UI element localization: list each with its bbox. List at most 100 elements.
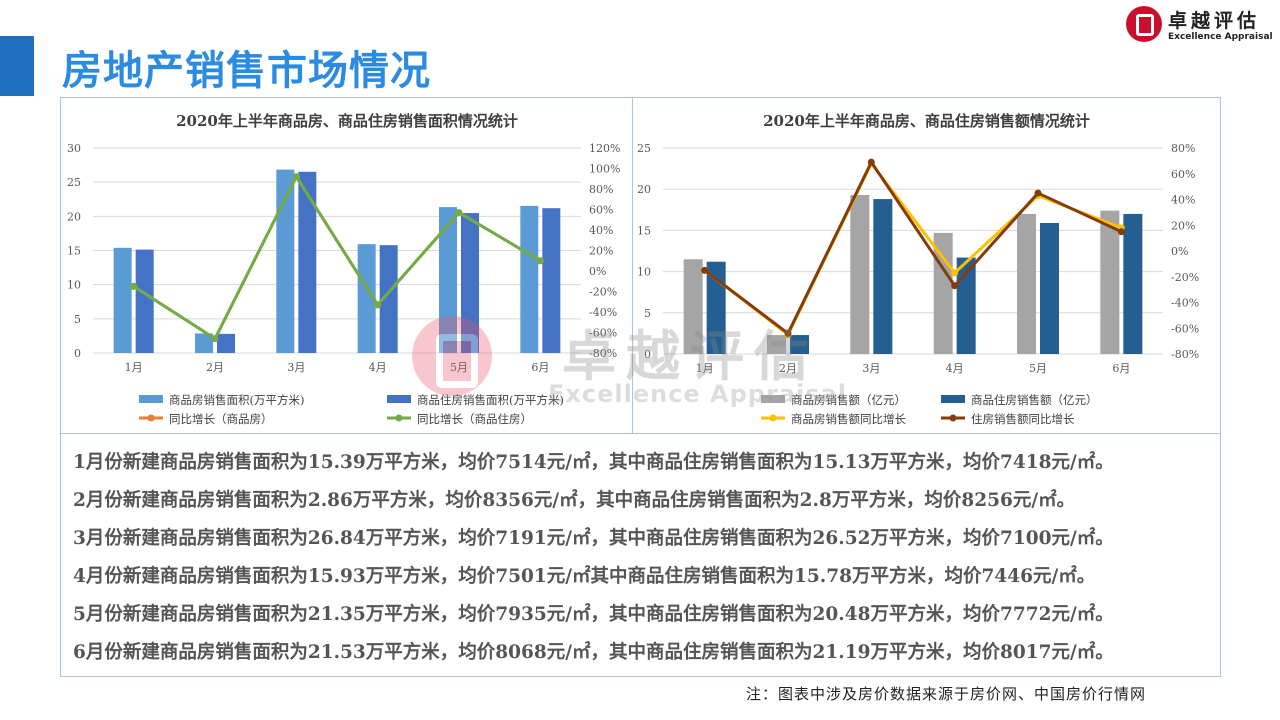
y2-tick-label: -40%	[589, 306, 617, 319]
x-tick-label: 4月	[369, 361, 387, 374]
y2-tick-label: 0%	[1171, 245, 1188, 258]
y2-tick-label: 40%	[589, 224, 613, 237]
logo-english-name: Excellence Appraisal	[1168, 32, 1273, 42]
bar	[113, 247, 132, 353]
y-tick-label: 20	[67, 210, 81, 223]
y2-tick-label: 80%	[1171, 142, 1195, 155]
legend-swatch	[139, 395, 163, 403]
line-point	[130, 282, 138, 290]
y2-tick-label: 100%	[589, 163, 620, 176]
y2-tick-label: 20%	[589, 245, 613, 258]
legend-swatch-point	[769, 414, 777, 422]
summary-line-mar: 3月份新建商品房销售面积为26.84万平方米，均价7191元/㎡，其中商品住房销…	[73, 528, 1114, 549]
x-tick-label: 1月	[696, 362, 714, 375]
monthly-summary-panel: 1月份新建商品房销售面积为15.39万平方米，均价7514元/㎡，其中商品住房销…	[60, 433, 1221, 677]
y2-tick-label: -80%	[1171, 348, 1199, 361]
y-tick-label: 10	[67, 279, 81, 292]
line-point	[292, 173, 300, 181]
bar	[956, 257, 976, 354]
bar	[850, 194, 870, 354]
bar	[379, 245, 398, 353]
series-line	[132, 175, 542, 341]
series-line	[703, 160, 1122, 335]
x-tick-label: 3月	[287, 361, 305, 374]
legend-label: 商品住房销售额（亿元）	[971, 393, 1098, 407]
line-point	[1117, 228, 1125, 236]
y-tick-label: 10	[637, 266, 651, 279]
bar	[357, 244, 376, 353]
bar	[135, 249, 154, 353]
x-tick-label: 5月	[450, 361, 468, 374]
legend-label: 同比增长（商品房）	[169, 412, 273, 426]
legend-label: 商品住房销售面积(万平方米)	[417, 393, 564, 407]
legend-swatch	[387, 395, 411, 403]
bar	[520, 205, 539, 353]
x-tick-label: 2月	[779, 362, 797, 375]
bar	[683, 259, 703, 354]
y-tick-label: 0	[74, 347, 81, 360]
y2-tick-label: -20%	[1171, 271, 1199, 284]
legend-swatch-point	[949, 414, 957, 422]
line-point	[455, 209, 463, 217]
y-tick-label: 5	[74, 313, 81, 326]
data-source-footnote: 注：图表中涉及房价数据来源于房价网、中国房价行情网	[746, 685, 1147, 703]
legend-label: 商品房销售面积(万平方米)	[169, 393, 304, 407]
line-point	[951, 282, 959, 290]
x-tick-label: 3月	[862, 362, 880, 375]
summary-line-may: 5月份新建商品房销售面积为21.35万平方米，均价7935元/㎡，其中商品住房销…	[73, 604, 1114, 625]
x-tick-label: 1月	[125, 361, 143, 374]
y2-tick-label: 40%	[1171, 194, 1195, 207]
legend-swatch	[941, 395, 965, 403]
bar	[542, 208, 561, 353]
legend-swatch	[761, 395, 785, 403]
y-tick-label: 25	[637, 142, 651, 155]
y2-tick-label: -40%	[1171, 297, 1199, 310]
line-point	[867, 158, 875, 166]
y-tick-label: 5	[644, 307, 651, 320]
y-tick-label: 25	[67, 176, 81, 189]
x-tick-label: 6月	[531, 361, 549, 374]
line-point	[701, 266, 709, 274]
sales-amount-chart: 2020年上半年商品房、商品住房销售额情况统计 0 5 10 15 20 25 -80% -60…	[637, 112, 1199, 426]
legend-label: 同比增长（商品住房）	[417, 412, 532, 426]
bar	[1017, 213, 1036, 354]
legend-swatch-point	[395, 414, 403, 422]
y2-tick-label: -80%	[589, 347, 617, 360]
sales-area-chart: 2020年上半年商品房、商品住房销售面积情况统计 0 5 10 15 20 25 30 -80%…	[67, 112, 620, 426]
y2-tick-label: 120%	[589, 142, 620, 155]
line-point	[1034, 189, 1042, 197]
chart-title: 2020年上半年商品房、商品住房销售面积情况统计	[176, 112, 518, 130]
y2-tick-label: 0%	[589, 265, 606, 278]
bar	[298, 171, 317, 353]
line-point	[951, 269, 959, 277]
bar	[767, 335, 786, 354]
y-tick-label: 15	[637, 224, 651, 237]
x-tick-label: 4月	[946, 362, 964, 375]
logo-mark-icon	[1126, 6, 1162, 42]
line-point	[374, 301, 382, 309]
summary-line-jan: 1月份新建商品房销售面积为15.39万平方米，均价7514元/㎡，其中商品住房销…	[73, 452, 1114, 473]
company-logo: 卓越评估 Excellence Appraisal	[1126, 6, 1276, 44]
bar	[276, 169, 295, 353]
legend-swatch-point	[147, 414, 155, 422]
x-tick-label: 2月	[206, 361, 224, 374]
legend-label: 商品房销售额同比增长	[791, 412, 906, 426]
bar	[1123, 213, 1143, 354]
bar	[706, 261, 726, 354]
legend-label: 住房销售额同比增长	[971, 412, 1075, 426]
logo-chinese-name: 卓越评估	[1168, 10, 1261, 32]
line-point	[211, 335, 219, 343]
y2-tick-label: 60%	[589, 204, 613, 217]
line-point	[536, 257, 544, 265]
bar	[1040, 222, 1059, 354]
series-line	[132, 175, 542, 341]
y2-tick-label: -60%	[589, 327, 617, 340]
legend-label: 商品房销售额（亿元）	[791, 393, 906, 407]
y2-tick-label: -20%	[589, 286, 617, 299]
bar	[461, 213, 479, 353]
y2-tick-label: 80%	[589, 183, 613, 196]
line-point	[784, 329, 792, 337]
sales-amount-chart-panel: 2020年上半年商品房、商品住房销售额情况统计 0 5 10 15 20 25 -80% -60…	[632, 97, 1221, 434]
bar	[1100, 210, 1120, 354]
bar	[195, 333, 213, 353]
